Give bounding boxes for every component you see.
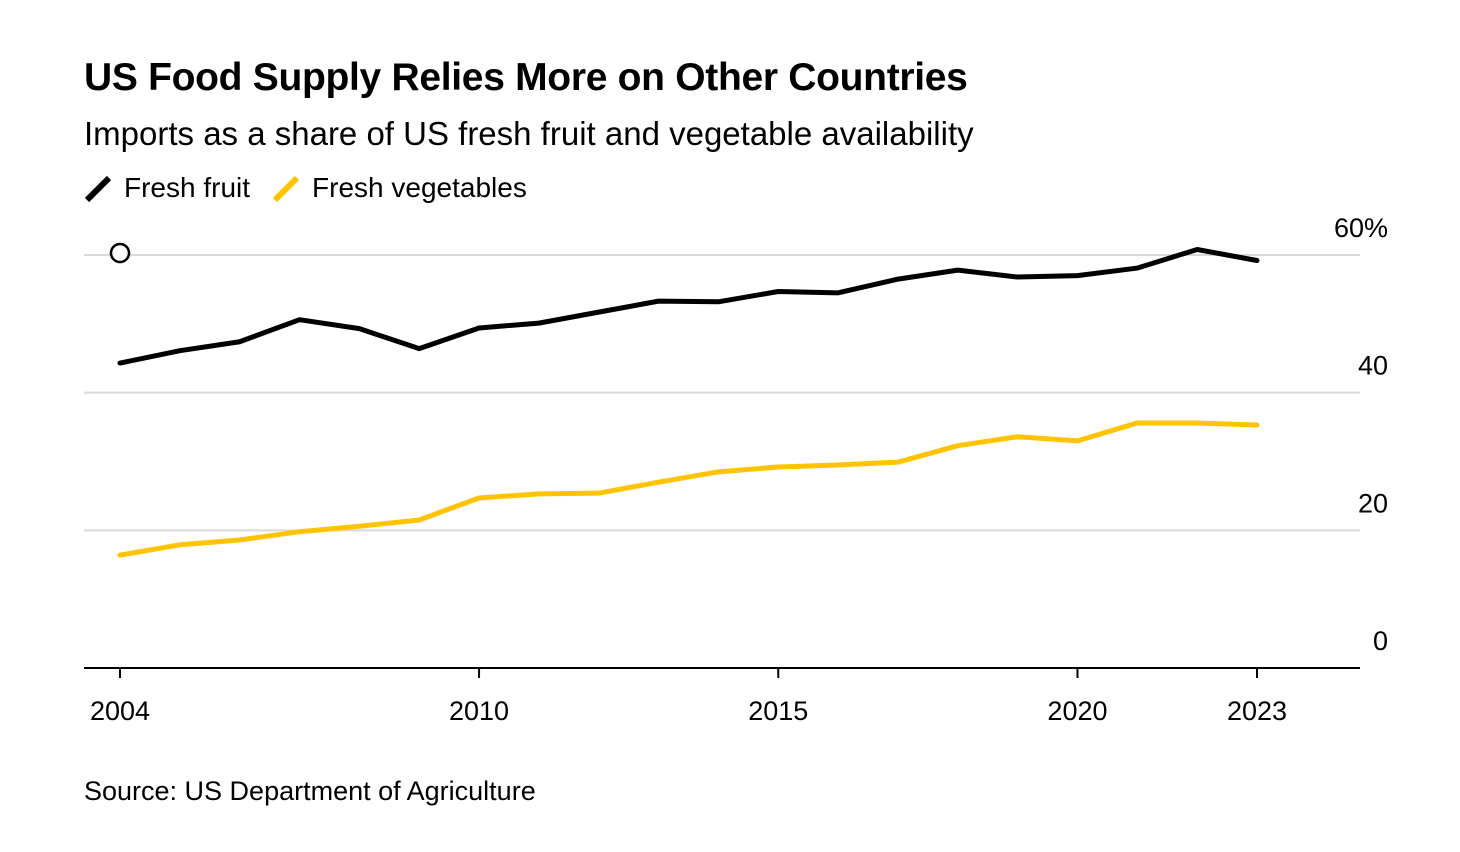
y-tick-label: 20: [1358, 488, 1388, 518]
legend-item-fresh-vegetables: Fresh vegetables: [272, 172, 527, 204]
chart-subtitle: Imports as a share of US fresh fruit and…: [84, 115, 974, 152]
source-note: Source: US Department of Agriculture: [84, 776, 536, 806]
annotation-marker-icon: [109, 242, 131, 264]
y-tick-label: 60%: [1334, 213, 1388, 243]
x-tick-label: 2020: [1047, 696, 1107, 726]
legend-label: Fresh fruit: [124, 172, 251, 203]
y-tick-label: 0: [1373, 626, 1388, 656]
x-tick-label: 2004: [90, 696, 150, 726]
y-tick-label: 40: [1358, 351, 1388, 381]
legend-swatch-fruit-icon: [84, 175, 112, 203]
x-tick-label: 2023: [1227, 696, 1287, 726]
series-line-fresh-vegetables: [117, 420, 1260, 558]
legend: Fresh fruit Fresh vegetables: [84, 172, 549, 204]
legend-label: Fresh vegetables: [312, 172, 527, 203]
legend-item-fresh-fruit: Fresh fruit: [84, 172, 250, 204]
x-tick-label: 2010: [449, 696, 509, 726]
legend-swatch-vegetables-icon: [272, 175, 300, 203]
x-tick-label: 2015: [748, 696, 808, 726]
chart-title: US Food Supply Relies More on Other Coun…: [84, 56, 968, 99]
series-line-fresh-fruit: [117, 246, 1260, 366]
